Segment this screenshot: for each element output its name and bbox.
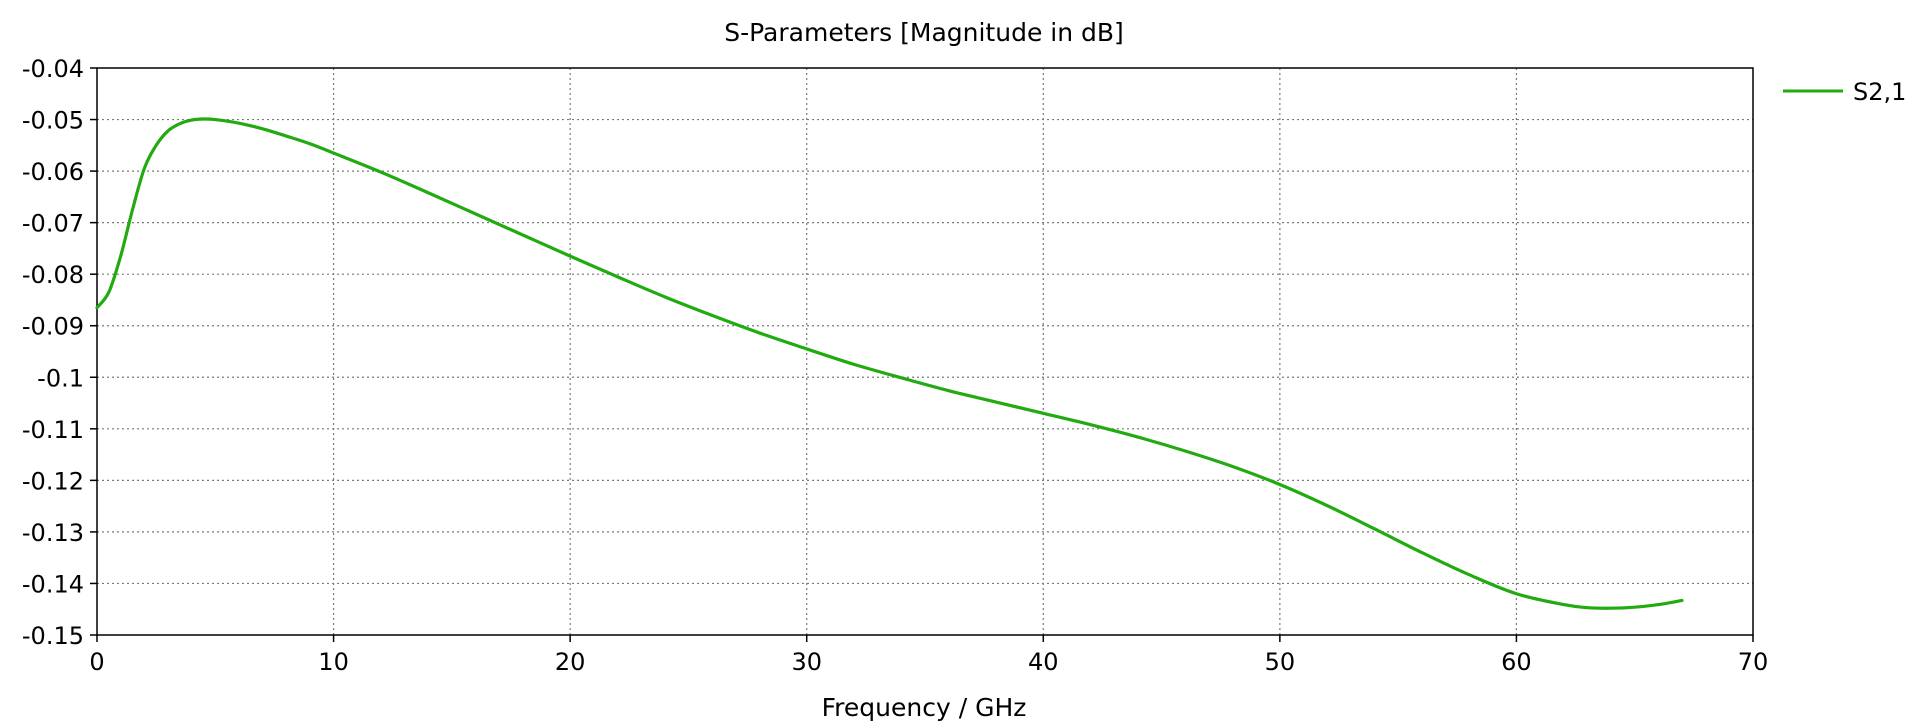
y-tick-label: -0.07 <box>22 210 84 238</box>
legend-label-s21: S2,1 <box>1853 78 1906 106</box>
axis-ticks: 0 10 20 30 40 50 60 70 -0.04 -0.05 -0.06 -0.07 -0.08… <box>22 55 1768 676</box>
y-tick-label: -0.09 <box>22 313 84 341</box>
x-tick-label: 40 <box>1028 648 1059 676</box>
y-tick-label: -0.1 <box>37 364 84 392</box>
series-line-s21 <box>95 117 1684 610</box>
x-tick-label: 20 <box>555 648 586 676</box>
y-tick-label: -0.08 <box>22 261 84 289</box>
x-axis-label: Frequency / GHz <box>822 693 1027 722</box>
x-tick-label: 10 <box>318 648 349 676</box>
y-tick-label: -0.13 <box>22 519 84 547</box>
x-tick-label: 60 <box>1501 648 1532 676</box>
y-tick-label: -0.04 <box>22 55 84 83</box>
y-tick-label: -0.11 <box>22 416 84 444</box>
legend: S2,1 <box>1783 78 1906 106</box>
plot-frame <box>96 67 1754 636</box>
series-layer <box>95 117 1684 610</box>
x-tick-label: 0 <box>89 648 104 676</box>
x-tick-label: 30 <box>791 648 822 676</box>
y-tick-label: -0.15 <box>22 622 84 650</box>
grid <box>97 68 1753 635</box>
y-tick-label: -0.12 <box>22 467 84 495</box>
y-tick-label: -0.14 <box>22 570 84 598</box>
x-tick-label: 50 <box>1265 648 1296 676</box>
x-tick-label: 70 <box>1738 648 1769 676</box>
y-tick-label: -0.06 <box>22 158 84 186</box>
y-tick-label: -0.05 <box>22 107 84 135</box>
chart-title: S-Parameters [Magnitude in dB] <box>724 18 1124 47</box>
